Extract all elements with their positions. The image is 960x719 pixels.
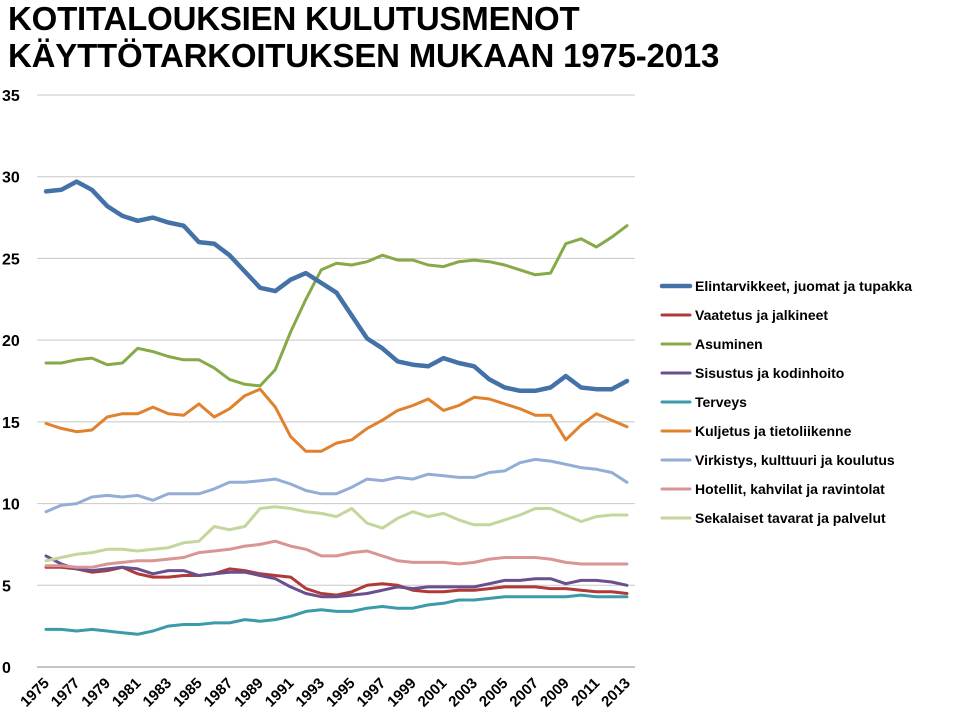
legend-item: Vaatetus ja jalkineet: [660, 307, 828, 323]
chart-title-line-1: KOTITALOUKSIEN KULUTUSMENOT: [8, 0, 580, 37]
x-tick-label: 2007: [506, 675, 542, 711]
legend-label: Sisustus ja kodinhoito: [695, 365, 844, 381]
legend-item: Sisustus ja kodinhoito: [660, 365, 844, 381]
y-tick-label: 15: [2, 415, 20, 432]
legend: Elintarvikkeet, juomat ja tupakka Vaatetu…: [659, 278, 912, 526]
legend-label: Asuminen: [695, 336, 763, 352]
y-tick-label: 30: [2, 170, 20, 187]
y-tick-label: 5: [2, 578, 11, 595]
x-tick-label: 2001: [415, 675, 451, 711]
chart-title: KOTITALOUKSIEN KULUTUSMENOT KÄYTTÖTARKOI…: [8, 0, 719, 74]
chart-title-line-2: KÄYTTÖTARKOITUKSEN MUKAAN 1975-2013: [8, 37, 720, 74]
legend-item: Terveys: [660, 394, 747, 410]
y-tick-label: 20: [2, 333, 20, 350]
y-tick-label: 0: [2, 660, 11, 677]
x-tick-label: 1989: [231, 675, 267, 711]
x-tick-label: 2005: [476, 675, 512, 711]
legend-item: Asuminen: [660, 336, 763, 352]
x-tick-label: 2003: [445, 675, 481, 711]
x-tick-label: 2009: [537, 675, 573, 711]
legend-label: Hotellit, kahvilat ja ravintolat: [695, 481, 885, 497]
x-tick-label: 1975: [17, 675, 53, 711]
x-tick-label: 1979: [78, 675, 114, 711]
series-line: [44, 387, 629, 453]
series-line: [44, 554, 629, 599]
legend-label: Elintarvikkeet, juomat ja tupakka: [695, 278, 912, 294]
legend-item: Virkistys, kulttuuri ja koulutus: [660, 452, 895, 468]
y-tick-label: 10: [2, 497, 20, 514]
series-line: [44, 565, 629, 597]
series-lines: [43, 179, 630, 636]
x-tick-label: 2013: [598, 675, 634, 711]
legend-label: Virkistys, kulttuuri ja koulutus: [695, 452, 895, 468]
legend-item: Sekalaiset tavarat ja palvelut: [660, 510, 886, 526]
legend-item: Hotellit, kahvilat ja ravintolat: [660, 481, 885, 497]
legend-label: Sekalaiset tavarat ja palvelut: [695, 510, 886, 526]
series-line: [44, 539, 629, 569]
x-tick-label: 1993: [292, 675, 328, 711]
series-line: [44, 593, 629, 636]
x-tick-label: 1983: [140, 675, 176, 711]
x-tick-label: 1985: [170, 675, 206, 711]
y-axis-tick-labels: 0 5 10 15 20 25 30 35: [2, 88, 20, 677]
legend-item: Elintarvikkeet, juomat ja tupakka: [659, 278, 912, 294]
x-tick-label: 1991: [262, 675, 298, 711]
x-tick-label: 1977: [48, 675, 84, 711]
x-axis-tick-labels: 1975197719791981198319851987198919911993…: [17, 675, 634, 711]
legend-label: Terveys: [695, 394, 747, 410]
y-tick-label: 25: [2, 251, 20, 268]
x-tick-label: 2011: [568, 675, 603, 710]
x-tick-label: 1995: [323, 675, 359, 711]
series-line: [43, 179, 630, 394]
x-tick-label: 1981: [109, 675, 145, 711]
x-tick-label: 1997: [354, 675, 390, 711]
series-line: [44, 505, 629, 563]
x-tick-label: 1999: [384, 675, 420, 711]
legend-label: Kuljetus ja tietoliikenne: [695, 423, 852, 439]
x-tick-label: 1987: [201, 675, 237, 711]
legend-label: Vaatetus ja jalkineet: [695, 307, 828, 323]
legend-item: Kuljetus ja tietoliikenne: [660, 423, 852, 439]
series-line: [44, 224, 629, 388]
gridlines: [37, 94, 635, 668]
y-tick-label: 35: [2, 88, 20, 105]
series-line: [44, 457, 629, 514]
